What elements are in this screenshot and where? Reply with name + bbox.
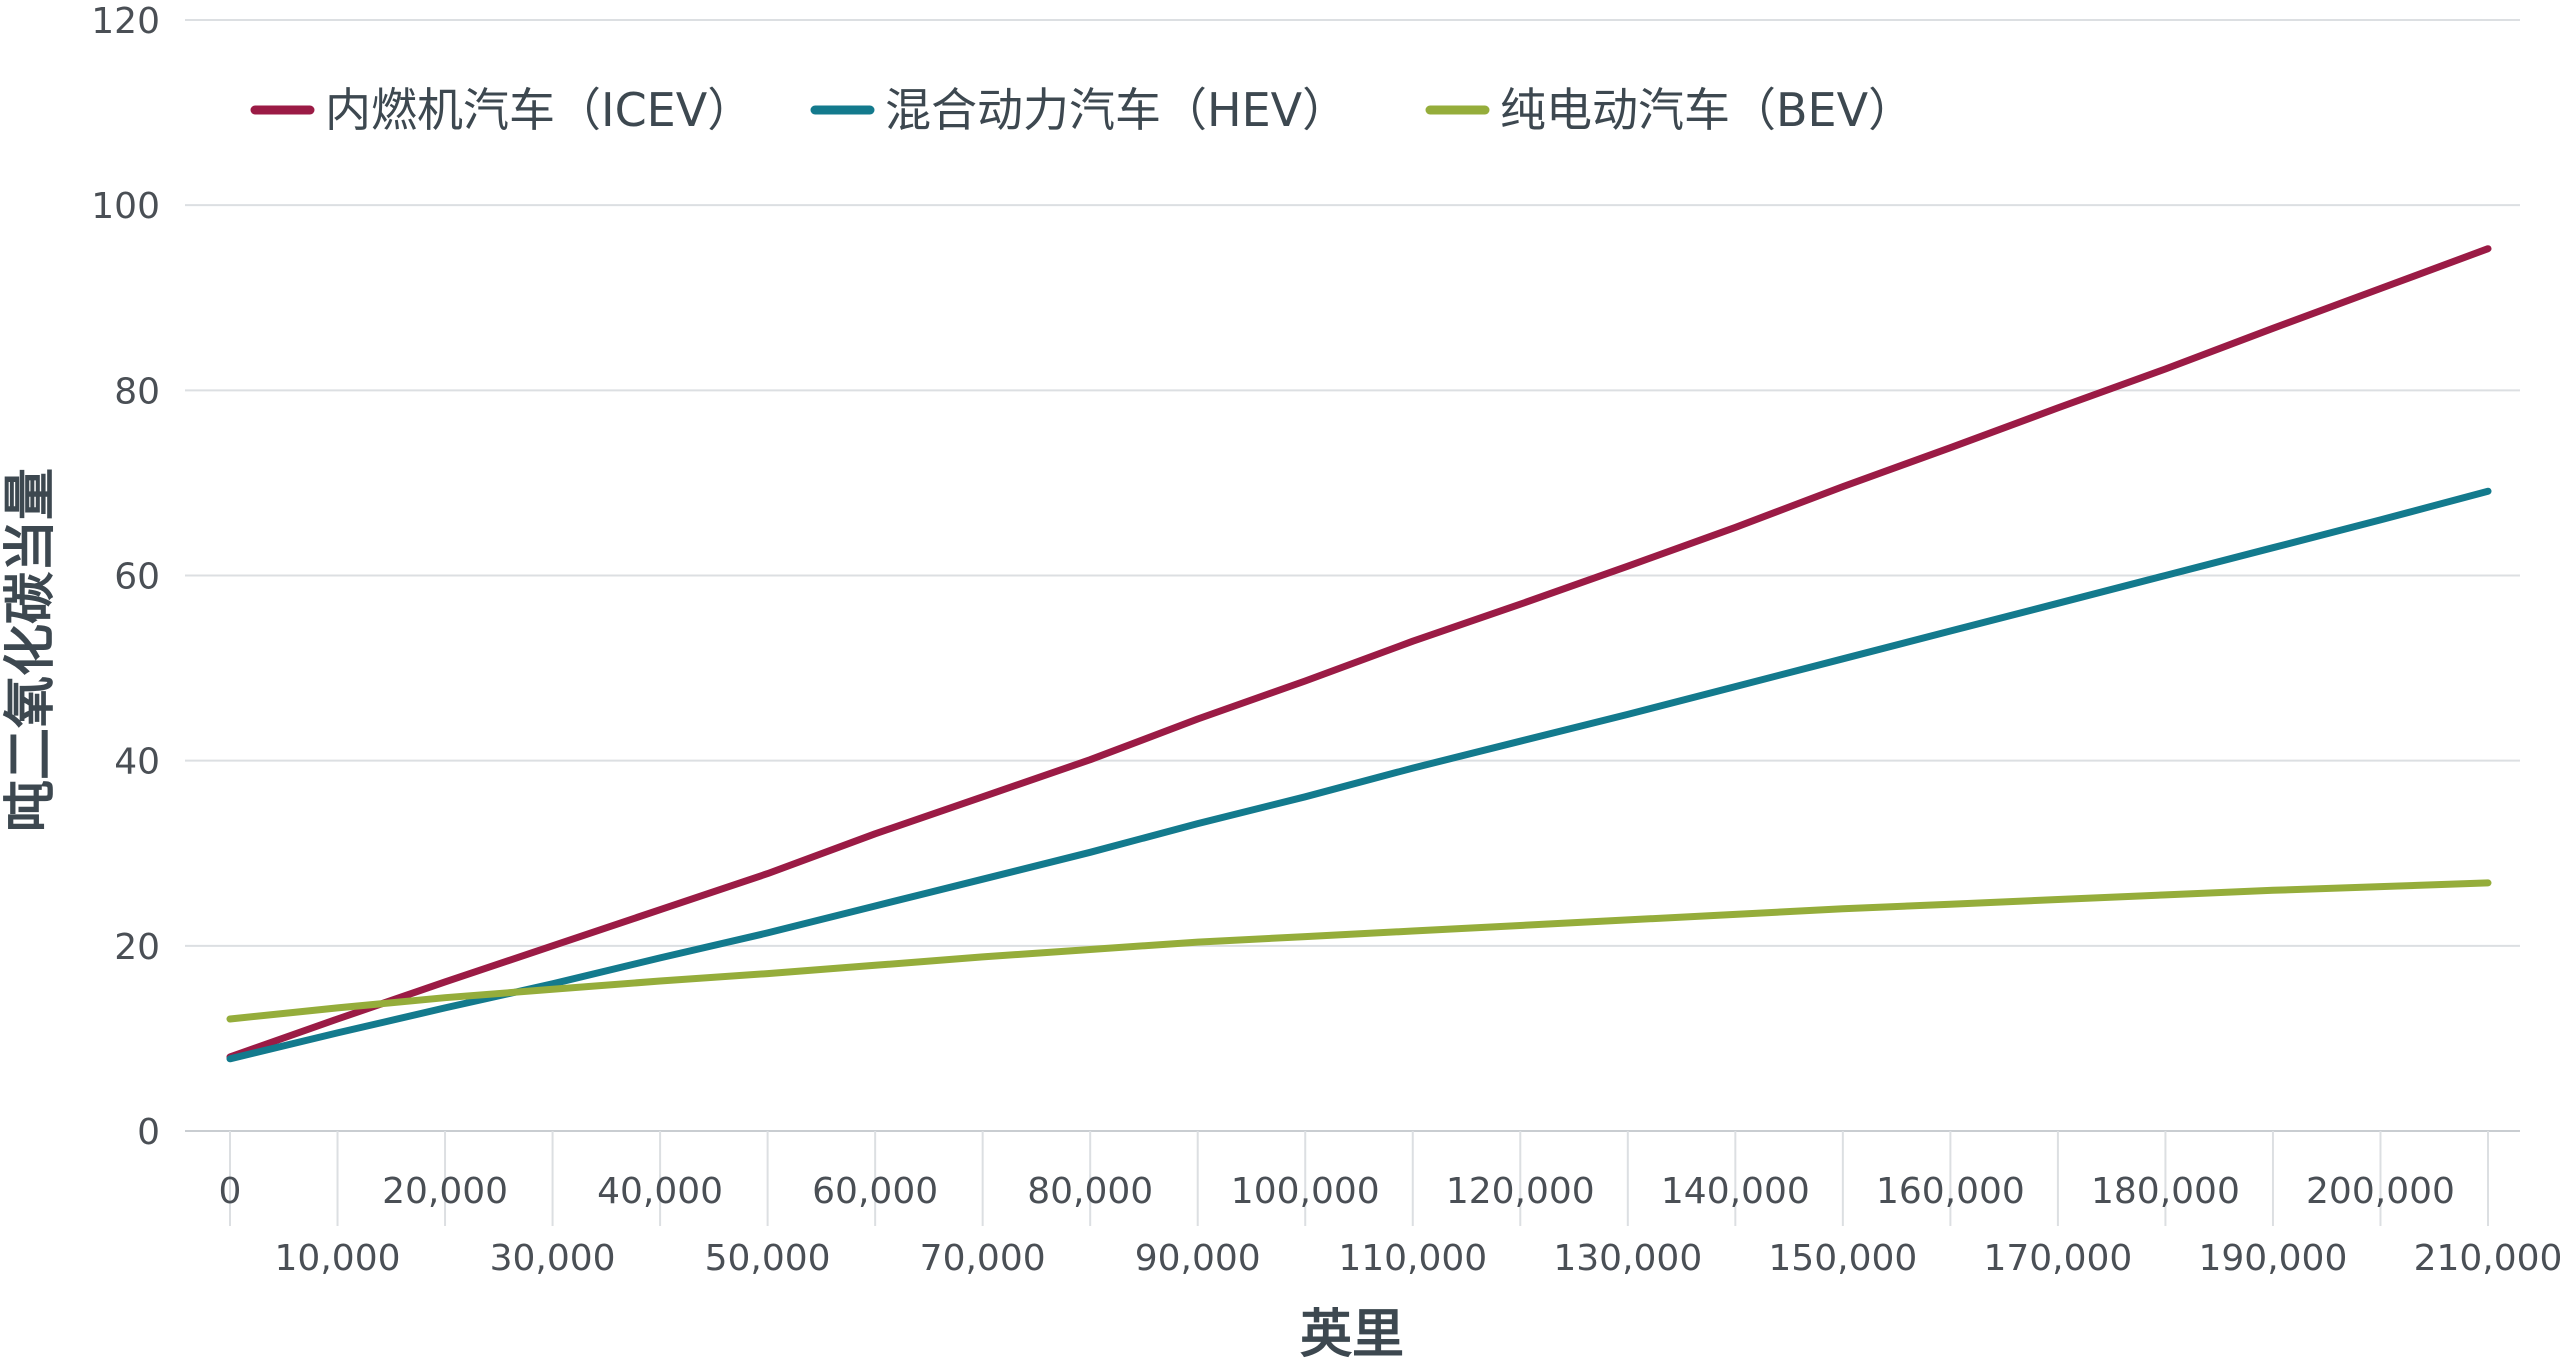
x-tick-label: 80,000 (1027, 1171, 1153, 1212)
y-tick-label: 40 (114, 742, 160, 783)
x-tick-label: 30,000 (490, 1238, 616, 1279)
x-tick-label: 110,000 (1338, 1238, 1487, 1279)
x-tick-label: 180,000 (2091, 1171, 2240, 1212)
x-tick-label: 70,000 (920, 1238, 1046, 1279)
series-line-3 (226, 879, 2492, 1023)
y-tick-label: 60 (114, 557, 160, 598)
x-tick-label: 100,000 (1231, 1171, 1380, 1212)
x-tick-label: 50,000 (705, 1238, 831, 1279)
x-tick-label: 10,000 (275, 1238, 401, 1279)
y-tick-label: 100 (91, 186, 160, 227)
legend: 内燃机汽车（ICEV） 混合动力汽车（HEV） 纯电动汽车（BEV） (250, 83, 1914, 137)
x-tick-label: 150,000 (1768, 1238, 1917, 1279)
legend-label-1: 内燃机汽车（ICEV） (325, 83, 753, 137)
x-tick-label: 210,000 (2414, 1238, 2560, 1279)
y-tick-label: 80 (114, 371, 160, 412)
gridlines (185, 19, 2520, 1132)
x-tick-label: 120,000 (1446, 1171, 1595, 1212)
x-tick-label: 40,000 (597, 1171, 723, 1212)
x-tick-label: 20,000 (382, 1171, 508, 1212)
x-tick-label: 140,000 (1661, 1171, 1810, 1212)
x-tick-label: 170,000 (1983, 1238, 2132, 1279)
x-tick-label: 90,000 (1135, 1238, 1261, 1279)
legend-label-2: 混合动力汽车（HEV） (885, 83, 1348, 137)
x-tick-label: 160,000 (1876, 1171, 2025, 1212)
x-axis: 0 10,000 20,000 30,000 40,000 50,000 60,000 70,… (219, 1131, 2560, 1279)
series-line-1 (226, 245, 2492, 1061)
y-axis-title: 吨二氧化碳当量 (1, 468, 61, 832)
x-tick-label: 200,000 (2306, 1171, 2455, 1212)
x-tick-label: 0 (219, 1171, 242, 1212)
series-line-2 (226, 487, 2492, 1063)
y-tick-label: 20 (114, 927, 160, 968)
x-tick-label: 190,000 (2199, 1238, 2348, 1279)
legend-label-3: 纯电动汽车（BEV） (1500, 83, 1914, 137)
y-axis-ticks: 0 20 40 60 80 100 120 (91, 1, 160, 1153)
x-axis-title: 英里 (1300, 1305, 1404, 1365)
y-tick-label: 120 (91, 1, 160, 42)
y-tick-label: 0 (137, 1112, 160, 1153)
x-tick-label: 130,000 (1553, 1238, 1702, 1279)
x-tick-label: 60,000 (812, 1171, 938, 1212)
series-lines (226, 245, 2492, 1063)
